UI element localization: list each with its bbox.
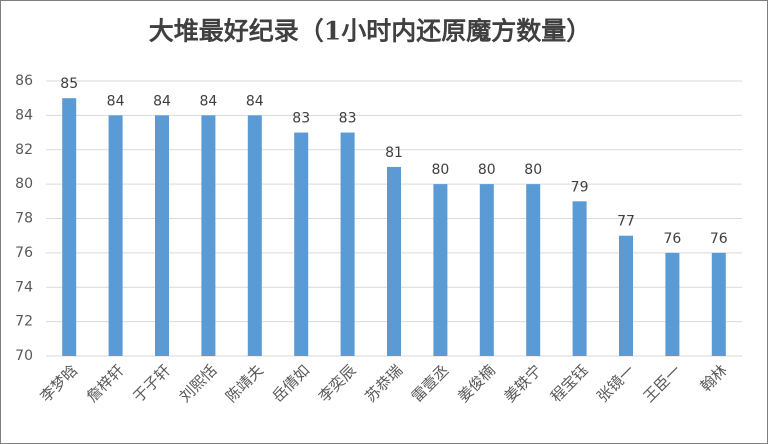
bar [433,184,448,356]
bar [711,252,726,356]
data-label: 80 [524,162,542,178]
data-label: 84 [199,93,217,109]
data-label: 77 [617,214,635,230]
bar [155,115,169,356]
bar [479,184,494,356]
bar [387,166,401,356]
y-tick-label: 82 [15,142,33,158]
y-tick-label: 84 [15,107,33,123]
y-tick-label: 78 [15,211,33,227]
data-label: 79 [571,179,589,195]
bar [294,132,309,356]
y-tick-label: 80 [15,176,33,192]
bar [62,98,77,356]
bar [247,115,262,356]
bar [108,115,123,356]
y-tick-label: 72 [15,314,33,330]
data-label: 81 [385,145,403,161]
data-label: 85 [60,76,78,92]
data-label: 84 [107,93,125,109]
data-label: 83 [292,111,310,127]
data-label: 83 [339,111,357,127]
bar [619,235,633,356]
bar [201,115,216,356]
data-label: 84 [246,93,264,109]
bar [526,184,541,356]
data-label: 80 [431,162,449,178]
y-tick-label: 76 [15,245,33,261]
data-label: 84 [153,93,171,109]
y-tick-label: 74 [15,279,33,295]
y-tick-label: 86 [15,73,33,89]
y-tick-label: 70 [15,348,33,364]
bar [340,132,355,356]
bar [572,201,587,356]
data-label: 76 [710,231,728,247]
data-label: 76 [663,231,681,247]
chart-title: 大堆最好纪录（1小时内还原魔方数量） [149,17,591,46]
bar [665,252,680,356]
data-label: 80 [478,162,496,178]
